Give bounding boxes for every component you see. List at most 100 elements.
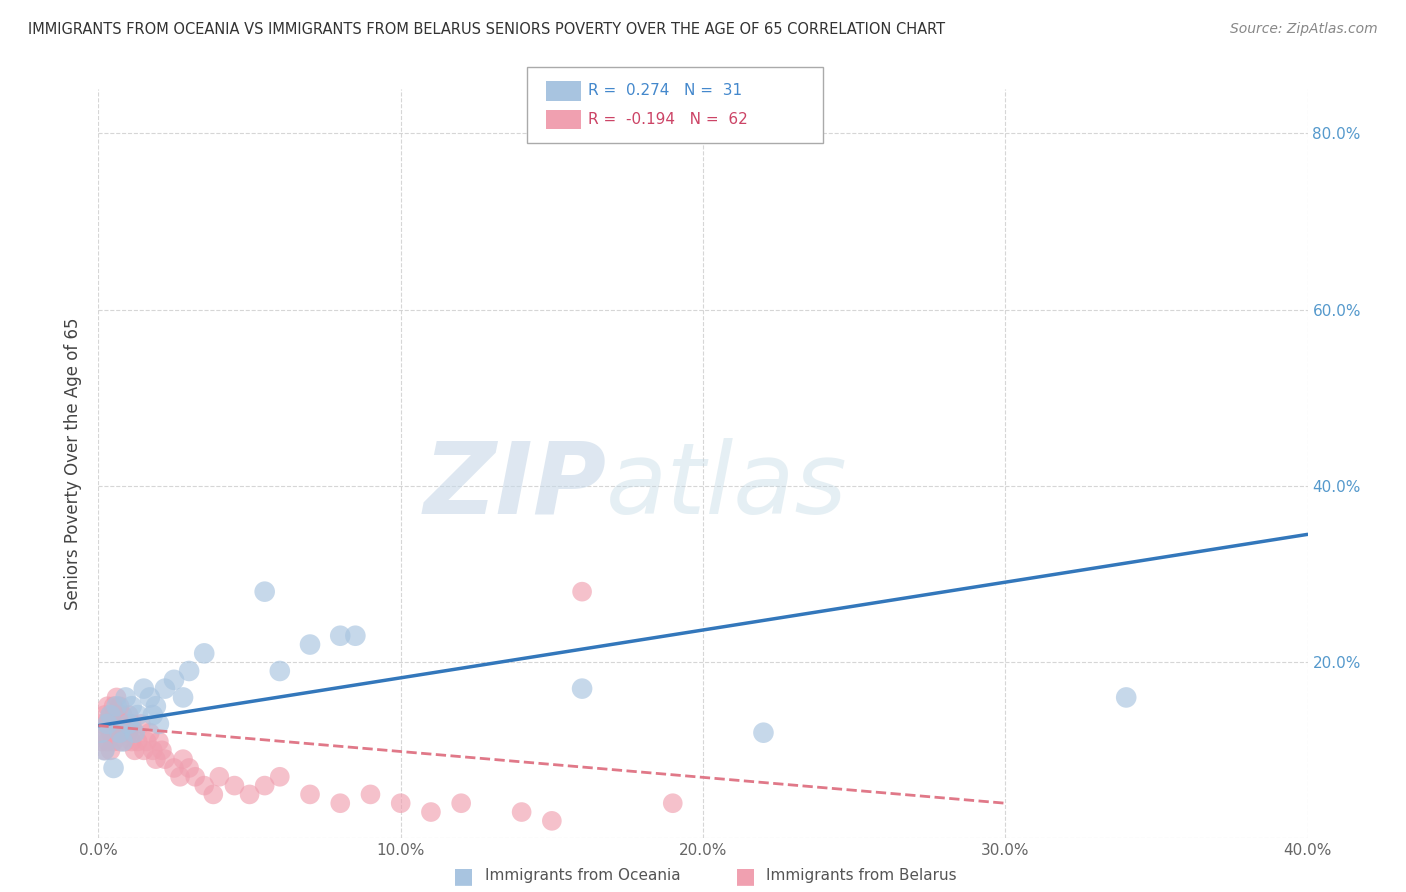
Text: R =  -0.194   N =  62: R = -0.194 N = 62 [588, 112, 748, 127]
Point [344, 629, 367, 643]
Point [169, 770, 191, 784]
Point [253, 779, 276, 793]
Point [148, 717, 170, 731]
Point [103, 734, 125, 748]
Point [105, 708, 128, 723]
Point [93, 725, 115, 739]
Point [105, 690, 128, 705]
Point [135, 734, 157, 748]
Point [163, 673, 186, 687]
Point [96, 699, 118, 714]
Y-axis label: Seniors Poverty Over the Age of 65: Seniors Poverty Over the Age of 65 [65, 318, 83, 610]
Point [108, 717, 131, 731]
Point [269, 770, 291, 784]
Point [420, 805, 443, 819]
Point [145, 699, 167, 714]
Text: Source: ZipAtlas.com: Source: ZipAtlas.com [1230, 22, 1378, 37]
Point [540, 814, 562, 828]
Point [153, 752, 176, 766]
Text: R =  0.274   N =  31: R = 0.274 N = 31 [588, 84, 742, 98]
Point [103, 761, 125, 775]
Point [329, 629, 352, 643]
Point [96, 734, 118, 748]
Point [139, 725, 162, 739]
Point [269, 664, 291, 678]
Point [124, 743, 146, 757]
Point [90, 717, 112, 731]
Point [132, 743, 155, 757]
Point [150, 743, 173, 757]
Point [142, 743, 165, 757]
Point [118, 717, 141, 731]
Point [114, 717, 136, 731]
Point [90, 734, 112, 748]
Text: atlas: atlas [606, 438, 848, 535]
Point [114, 690, 136, 705]
Point [118, 725, 141, 739]
Point [114, 734, 136, 748]
Point [184, 770, 207, 784]
Point [1115, 690, 1137, 705]
Point [172, 690, 194, 705]
Point [299, 638, 322, 652]
Point [224, 779, 246, 793]
Point [100, 708, 122, 723]
Point [108, 699, 131, 714]
Text: IMMIGRANTS FROM OCEANIA VS IMMIGRANTS FROM BELARUS SENIORS POVERTY OVER THE AGE : IMMIGRANTS FROM OCEANIA VS IMMIGRANTS FR… [28, 22, 945, 37]
Point [127, 734, 149, 748]
Point [103, 717, 125, 731]
Point [153, 681, 176, 696]
Point [100, 743, 122, 757]
Point [121, 734, 143, 748]
Point [93, 743, 115, 757]
Point [571, 681, 593, 696]
Point [111, 734, 134, 748]
Point [118, 708, 141, 723]
Point [202, 788, 225, 802]
Point [103, 699, 125, 714]
Point [96, 717, 118, 731]
Point [127, 708, 149, 723]
Point [90, 725, 112, 739]
Text: Immigrants from Oceania: Immigrants from Oceania [485, 869, 681, 883]
Point [145, 752, 167, 766]
Point [193, 779, 215, 793]
Point [93, 743, 115, 757]
Text: ■: ■ [735, 866, 755, 886]
Point [193, 646, 215, 660]
Point [179, 664, 201, 678]
Point [179, 761, 201, 775]
Point [661, 796, 683, 810]
Text: ZIP: ZIP [423, 438, 606, 535]
Point [142, 708, 165, 723]
Point [253, 584, 276, 599]
Point [172, 752, 194, 766]
Point [360, 788, 382, 802]
Point [132, 681, 155, 696]
Point [124, 725, 146, 739]
Point [100, 708, 122, 723]
Point [105, 699, 128, 714]
Point [111, 725, 134, 739]
Point [129, 717, 152, 731]
Point [121, 699, 143, 714]
Point [752, 725, 775, 739]
Point [96, 717, 118, 731]
Point [111, 708, 134, 723]
Point [139, 690, 162, 705]
Point [239, 788, 262, 802]
Point [105, 725, 128, 739]
Point [510, 805, 533, 819]
Text: Immigrants from Belarus: Immigrants from Belarus [766, 869, 957, 883]
Point [100, 725, 122, 739]
Point [148, 734, 170, 748]
Point [108, 725, 131, 739]
Point [108, 734, 131, 748]
Point [389, 796, 412, 810]
Point [121, 717, 143, 731]
Point [163, 761, 186, 775]
Point [450, 796, 472, 810]
Text: ■: ■ [454, 866, 474, 886]
Point [93, 708, 115, 723]
Point [208, 770, 231, 784]
